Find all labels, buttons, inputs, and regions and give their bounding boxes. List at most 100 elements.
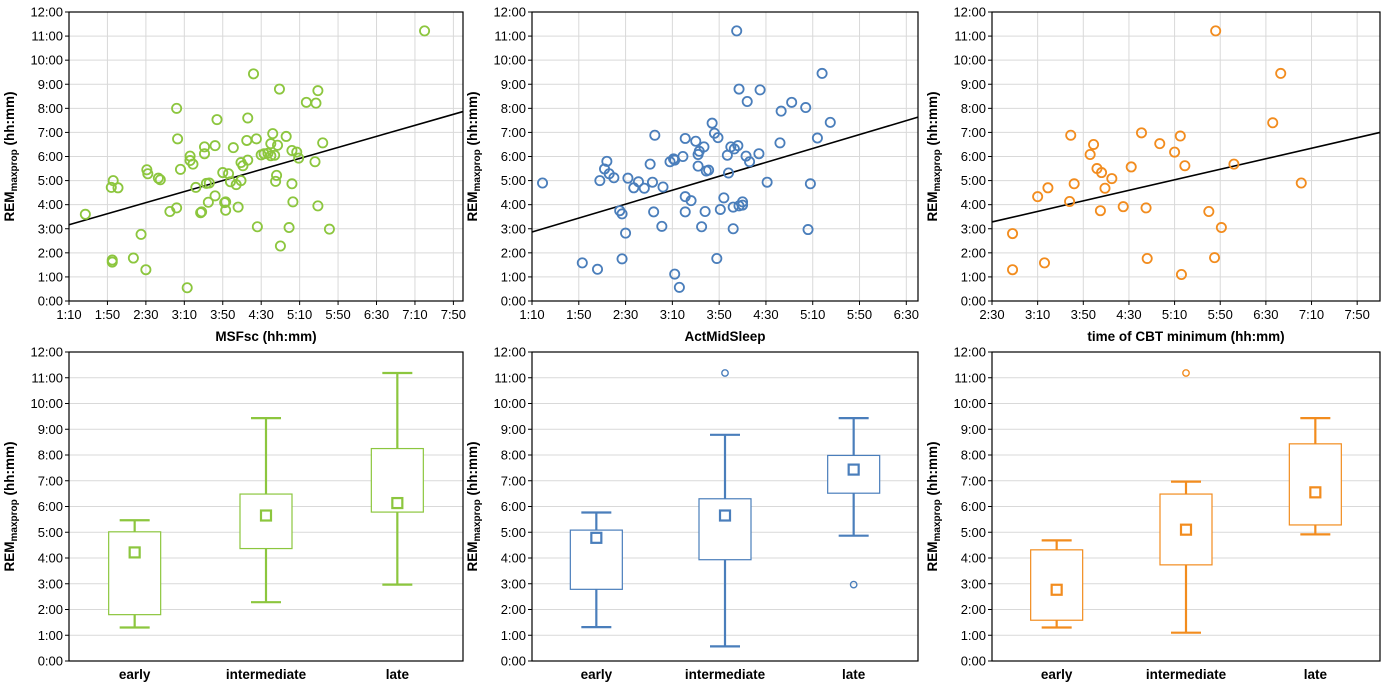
data-point bbox=[1135, 127, 1147, 139]
data-point bbox=[714, 203, 726, 215]
x-tick-label: 1:50 bbox=[95, 307, 120, 322]
data-point bbox=[592, 263, 604, 275]
data-point bbox=[1099, 182, 1111, 194]
data-point bbox=[648, 206, 660, 218]
y-tick-label: 5:00 bbox=[38, 525, 63, 540]
data-point bbox=[286, 178, 298, 190]
y-tick-label: 7:00 bbox=[501, 473, 526, 488]
data-point bbox=[576, 257, 588, 269]
data-point bbox=[608, 172, 620, 184]
data-point bbox=[154, 174, 166, 186]
data-point bbox=[1007, 228, 1019, 240]
x-tick-label: 3:10 bbox=[1025, 307, 1050, 322]
y-tick-label: 10:00 bbox=[30, 396, 63, 411]
y-tick-label: 12:00 bbox=[493, 5, 526, 20]
y-tick-label: 2:00 bbox=[961, 245, 986, 260]
category-label: early bbox=[119, 667, 151, 682]
data-point bbox=[269, 149, 281, 161]
data-point bbox=[601, 155, 613, 167]
x-tick-label: 7:10 bbox=[402, 307, 427, 322]
data-point bbox=[786, 96, 798, 108]
data-point bbox=[673, 281, 685, 293]
data-point bbox=[753, 148, 765, 160]
y-tick-label: 4:00 bbox=[38, 551, 63, 566]
x-tick-label: 5:50 bbox=[1208, 307, 1233, 322]
y-tick-label: 0:00 bbox=[501, 654, 526, 669]
data-point bbox=[312, 200, 324, 212]
data-point bbox=[622, 172, 634, 184]
data-point bbox=[811, 132, 823, 144]
data-point bbox=[267, 128, 279, 140]
data-point bbox=[274, 240, 286, 252]
y-tick-label: 12:00 bbox=[953, 345, 986, 360]
y-tick-label: 9:00 bbox=[961, 77, 986, 92]
data-point bbox=[152, 172, 164, 184]
data-point bbox=[198, 141, 210, 153]
center-marker bbox=[1309, 486, 1322, 499]
y-tick-label: 8:00 bbox=[38, 101, 63, 116]
y-tick-label: 10:00 bbox=[493, 396, 526, 411]
box bbox=[698, 498, 752, 561]
data-point bbox=[711, 252, 723, 264]
x-tick-label: 1:10 bbox=[56, 307, 81, 322]
center-marker bbox=[590, 531, 603, 544]
data-point bbox=[291, 146, 303, 158]
center-marker bbox=[718, 509, 732, 522]
data-point bbox=[706, 117, 718, 129]
data-point bbox=[287, 196, 299, 208]
data-point bbox=[804, 178, 816, 190]
data-point bbox=[1064, 195, 1076, 207]
y-axis-label: REMmaxprop (hh:mm) bbox=[925, 442, 943, 572]
box bbox=[1288, 443, 1342, 526]
y-tick-label: 6:00 bbox=[38, 499, 63, 514]
chart-panel-2: 0:00 1:00 2:00 3:00 4:00 5:00 6:00 7:00 8:00 9:00… bbox=[465, 5, 919, 345]
x-tick-label: 6:30 bbox=[1253, 307, 1278, 322]
y-tick-label: 2:00 bbox=[501, 602, 526, 617]
data-point bbox=[419, 25, 431, 37]
y-axis-label: REMmaxprop (hh:mm) bbox=[465, 442, 483, 572]
x-tick-label: 3:50 bbox=[1071, 307, 1096, 322]
data-point bbox=[1175, 269, 1187, 281]
center-marker bbox=[1050, 583, 1063, 596]
x-tick-label: 3:50 bbox=[706, 307, 731, 322]
data-point bbox=[1096, 167, 1108, 179]
data-point bbox=[323, 223, 335, 235]
data-point bbox=[227, 142, 239, 154]
category-label: intermediate bbox=[685, 667, 766, 682]
regression-line bbox=[68, 110, 464, 226]
y-tick-label: 4:00 bbox=[961, 197, 986, 212]
data-point bbox=[775, 105, 787, 117]
y-tick-label: 2:00 bbox=[38, 602, 63, 617]
y-tick-label: 9:00 bbox=[38, 77, 63, 92]
y-tick-label: 8:00 bbox=[961, 448, 986, 463]
plot-frame bbox=[991, 351, 1381, 662]
x-tick-label: 6:30 bbox=[894, 307, 919, 322]
plot-frame bbox=[68, 11, 464, 302]
box bbox=[108, 531, 162, 616]
category-label: early bbox=[581, 667, 613, 682]
data-point bbox=[262, 147, 274, 159]
data-point bbox=[616, 208, 628, 220]
data-point bbox=[1032, 191, 1044, 203]
y-tick-label: 6:00 bbox=[501, 499, 526, 514]
data-point bbox=[644, 158, 656, 170]
data-point bbox=[712, 132, 724, 144]
plot-frame bbox=[531, 11, 919, 302]
data-point bbox=[740, 150, 752, 162]
category-label: early bbox=[1041, 667, 1073, 682]
data-point bbox=[677, 150, 689, 162]
x-tick-label: 4:30 bbox=[249, 307, 274, 322]
center-marker bbox=[847, 463, 860, 476]
y-tick-label: 1:00 bbox=[961, 628, 986, 643]
data-point bbox=[203, 177, 215, 189]
y-tick-label: 5:00 bbox=[501, 525, 526, 540]
data-point bbox=[181, 282, 193, 294]
y-tick-label: 11:00 bbox=[954, 29, 986, 44]
data-point bbox=[310, 97, 322, 109]
data-point bbox=[1065, 129, 1077, 141]
x-tick-label: 3:50 bbox=[210, 307, 235, 322]
plot-frame bbox=[68, 351, 464, 662]
data-point bbox=[250, 133, 262, 145]
data-point bbox=[800, 102, 812, 114]
y-tick-label: 12:00 bbox=[493, 345, 526, 360]
